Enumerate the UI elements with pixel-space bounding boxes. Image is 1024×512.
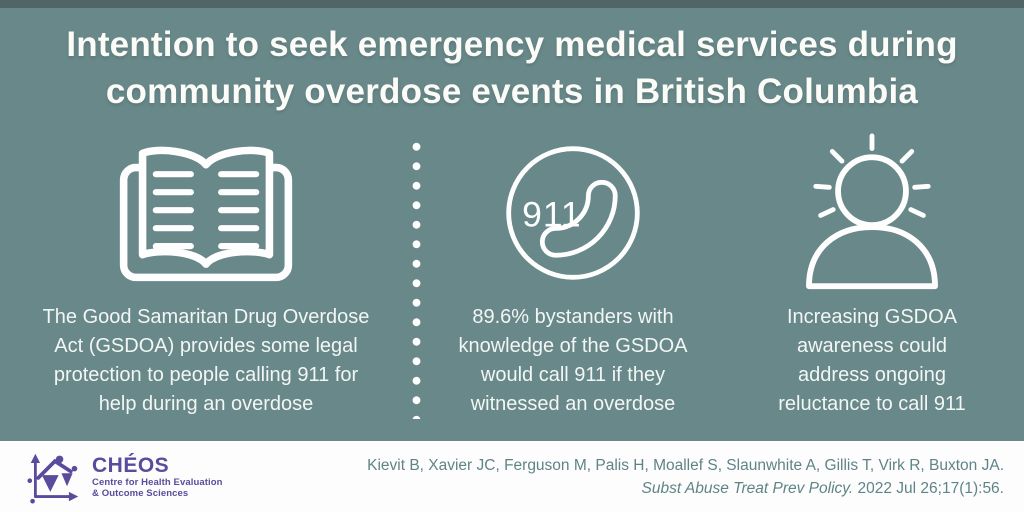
citation-date: 2022 Jul 26;17(1):56. [853, 479, 1004, 497]
cheos-logo-title: CHÉOS [92, 453, 170, 477]
gsdoa-act-text-line: The Good Samaritan Drug Overdose [42, 306, 370, 328]
awareness-text: Increasing GSDOA awareness could address… [778, 303, 966, 419]
page-title: Intention to seek emergency medical serv… [0, 8, 1024, 115]
cheos-logo-subtitle-line-1: Centre for Health Evaluation [92, 476, 223, 488]
awareness-text-line: address ongoing [798, 364, 946, 386]
call-911-stat-line: knowledge of the GSDOA [458, 335, 688, 357]
column-awareness: Increasing GSDOA awareness could address… [720, 129, 1024, 441]
gsdoa-act-text-line: help during an overdose [98, 393, 314, 415]
citation-journal-line: Subst Abuse Treat Prev Policy. 2022 Jul … [367, 477, 1004, 500]
phone-911-icon: 911 [501, 129, 645, 297]
cheos-logo-icon [27, 453, 79, 504]
call-911-stat-line: witnessed an overdose [470, 393, 676, 415]
top-accent-bar [0, 0, 1024, 8]
citation-journal-name: Subst Abuse Treat Prev Policy. [641, 479, 854, 497]
cheos-logo-text: CHÉOS Centre for Health Evaluation & Out… [92, 453, 223, 499]
dotted-divider-line [412, 137, 421, 419]
page-title-line-1: Intention to seek emergency medical serv… [66, 25, 958, 64]
awareness-text-line: Increasing GSDOA [786, 306, 958, 328]
dotted-divider [412, 129, 426, 441]
gsdoa-act-text: The Good Samaritan Drug Overdose Act (GS… [43, 303, 370, 419]
call-911-stat-line: 89.6% bystanders with [472, 306, 674, 328]
call-911-stat-line: would call 911 if they [480, 364, 666, 386]
phone-911-icon-svg: 911 [506, 146, 640, 280]
column-call-911-stat: 911 89.6% bystanders with knowledge of t… [426, 129, 720, 441]
main-section: Intention to seek emergency medical serv… [0, 8, 1024, 441]
gsdoa-act-text-line: Act (GSDOA) provides some legal [54, 335, 358, 357]
open-book-icon [115, 129, 297, 297]
column-gsdoa-act: The Good Samaritan Drug Overdose Act (GS… [0, 129, 412, 441]
awareness-text-line: awareness could [796, 335, 948, 357]
person-awareness-icon-svg [806, 133, 938, 290]
footer-bar: CHÉOS Centre for Health Evaluation & Out… [0, 441, 1024, 512]
citation-authors: Kievit B, Xavier JC, Ferguson M, Palis H… [367, 456, 1004, 474]
open-book-icon-svg [119, 146, 293, 282]
gsdoa-act-text-line: protection to people calling 911 for [53, 364, 359, 386]
person-awareness-icon [789, 129, 955, 297]
columns-area: The Good Samaritan Drug Overdose Act (GS… [0, 129, 1024, 441]
citation: Kievit B, Xavier JC, Ferguson M, Palis H… [367, 454, 1004, 500]
cheos-logo: CHÉOS Centre for Health Evaluation & Out… [26, 450, 223, 504]
call-911-stat-text: 89.6% bystanders with knowledge of the G… [458, 303, 687, 419]
cheos-logo-subtitle-line-2: & Outcome Sciences [92, 487, 189, 499]
page-title-line-2: community overdose events in British Col… [105, 72, 919, 111]
awareness-text-line: reluctance to call 911 [778, 393, 966, 415]
